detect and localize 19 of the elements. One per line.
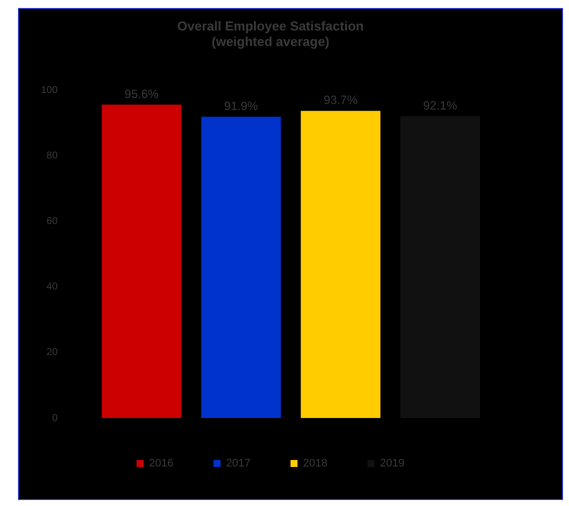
legend-label: 2018 [303, 458, 328, 470]
legend-label: 2016 [149, 458, 174, 470]
bar [300, 110, 380, 418]
legend-label: 2017 [226, 458, 251, 470]
text: Overall Employee Satisfaction [177, 18, 364, 34]
y-tick-label: 0 [52, 412, 58, 424]
data-label: 91.9% [224, 99, 258, 114]
y-tick-label: 100 [40, 84, 58, 96]
y-tick-label: 40 [46, 282, 58, 293]
y-tick-label: 60 [46, 216, 58, 228]
bar [201, 116, 281, 418]
legend-label: 2019 [380, 458, 404, 470]
y-tick-label: 80 [46, 150, 58, 162]
data-label: 95.6% [124, 86, 159, 101]
data-label: 92.1% [423, 98, 458, 112]
y-tick-label: 20 [46, 347, 58, 358]
data-label: 93.7% [324, 93, 358, 108]
bar [102, 104, 182, 418]
text: (weighted average) [212, 34, 330, 49]
